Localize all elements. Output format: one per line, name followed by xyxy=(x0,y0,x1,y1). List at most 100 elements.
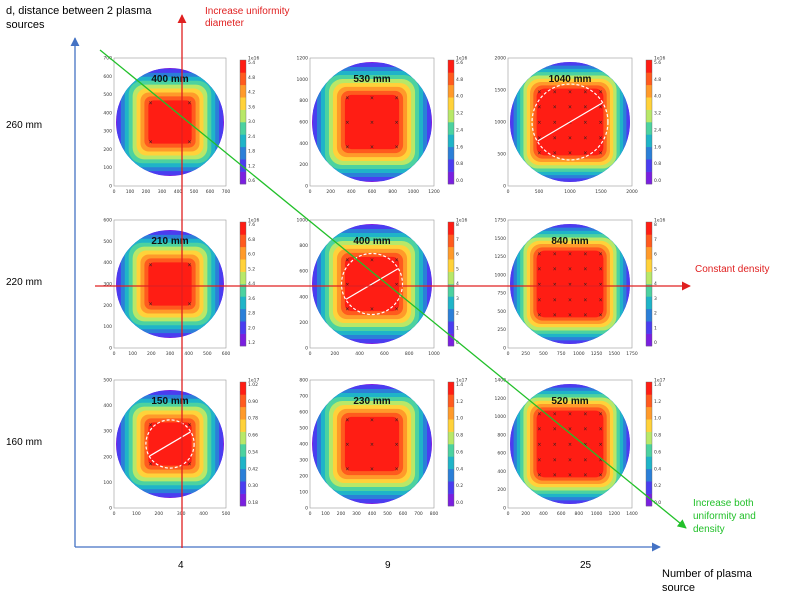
source-marker: × xyxy=(568,457,572,463)
source-marker: × xyxy=(370,120,374,126)
y-tick-label: 1200 xyxy=(495,396,507,402)
source-marker: × xyxy=(187,301,191,307)
x-tick-label: 600 xyxy=(222,351,231,357)
source-marker: × xyxy=(583,120,587,126)
colorbar-tick-label: 4.8 xyxy=(456,77,463,83)
density-label: Constant density xyxy=(695,264,770,275)
source-marker: × xyxy=(537,442,541,448)
colorbar-step xyxy=(448,456,454,470)
y-tick-label: 1500 xyxy=(495,88,507,94)
x-tick-label: 300 xyxy=(352,511,361,517)
colorbar-tick-label: 1.2 xyxy=(456,399,463,405)
colorbar-step xyxy=(646,109,652,123)
colorbar xyxy=(447,59,455,185)
y-tick-label: 1000 xyxy=(495,120,507,126)
colorbar-tick-label: 0.4 xyxy=(654,466,661,472)
colorbar xyxy=(645,221,653,347)
colorbar-tick-label: 8 xyxy=(456,222,459,228)
colorbar-step xyxy=(646,246,652,260)
x-tick-label: 0 xyxy=(113,189,116,195)
colorbar-step xyxy=(448,84,454,98)
source-marker: × xyxy=(370,417,374,423)
y-tick-label: 100 xyxy=(103,480,112,486)
diameter-label: 400 mm xyxy=(353,236,390,247)
colorbar-step xyxy=(448,259,454,272)
colorbar-tick-label: 2.4 xyxy=(248,134,255,140)
source-marker: × xyxy=(568,267,572,273)
source-marker: × xyxy=(583,313,587,319)
colorbar-step xyxy=(240,109,246,123)
colorbar-tick-label: 1 xyxy=(456,325,459,331)
density-map-25-160: × × × × × × × × × × × × × × × × × × × × × × × × × 520 mm 0 200 400 60… xyxy=(495,378,666,518)
source-marker: × xyxy=(537,251,541,257)
colorbar-tick-label: 1.4 xyxy=(654,382,661,388)
y-tick-label: 300 xyxy=(103,129,112,135)
source-marker: × xyxy=(537,105,541,111)
y-tick-label: 1200 xyxy=(297,56,309,62)
y-tick-label: 250 xyxy=(497,327,506,333)
colorbar-step xyxy=(448,146,454,160)
contour-level xyxy=(344,94,400,150)
colorbar-step xyxy=(448,394,454,408)
colorbar-step xyxy=(646,259,652,272)
colorbar-tick-label: 0.6 xyxy=(456,449,463,455)
uniformity-diameter xyxy=(345,268,399,300)
y-tick-label: 0 xyxy=(305,184,308,190)
y-tick-label: 1400 xyxy=(495,378,507,384)
x-axis-title: Number of plasma source xyxy=(662,568,752,594)
diameter-label: 1040 mm xyxy=(549,74,592,85)
colorbar-step xyxy=(448,333,454,347)
colorbar-step xyxy=(448,122,454,135)
y-tick-label: 0 xyxy=(305,346,308,352)
x-tick-label: 500 xyxy=(535,189,544,195)
colorbar-tick-label: 0.4 xyxy=(456,466,463,472)
colorbar-frame xyxy=(239,381,247,507)
y-tick-label: 500 xyxy=(103,92,112,98)
colorbar-tick-label: 3.6 xyxy=(248,296,255,302)
colorbar-step xyxy=(448,308,454,322)
colorbar-exponent: 1e16 xyxy=(248,56,259,62)
x-tick-label: 100 xyxy=(126,189,135,195)
x-tick-label: 200 xyxy=(337,511,346,517)
source-marker: × xyxy=(370,145,374,151)
colorbar-step xyxy=(646,333,652,347)
y-tick-label: 800 xyxy=(299,378,308,384)
colorbar-step xyxy=(448,222,454,235)
x-tick-label: 1200 xyxy=(609,511,621,517)
y-tick-label: 100 xyxy=(103,324,112,330)
colorbar-tick-label: 3.0 xyxy=(248,119,255,125)
contour-level xyxy=(148,262,192,306)
colorbar-tick-label: 1.4 xyxy=(456,382,463,388)
colorbar-frame xyxy=(447,59,455,185)
colorbar-step xyxy=(646,122,652,135)
colorbar-tick-label: 5 xyxy=(654,266,657,272)
uniformity-label: Increase uniformity diameter xyxy=(205,6,290,29)
colorbar-step xyxy=(240,222,246,235)
x-tick-label: 0 xyxy=(113,351,116,357)
colorbar-step xyxy=(240,333,246,347)
colorbar-step xyxy=(448,284,454,297)
colorbar-step xyxy=(646,222,652,235)
contour-level xyxy=(344,416,400,472)
y-tick-label: 600 xyxy=(497,451,506,457)
source-marker: × xyxy=(537,282,541,288)
x-tick-label: 200 xyxy=(326,189,335,195)
colorbar-step xyxy=(448,60,454,73)
colorbar-exponent: 1e16 xyxy=(654,218,665,224)
colorbar-tick-label: 1.2 xyxy=(654,399,661,405)
colorbar-step xyxy=(646,271,652,285)
colorbar xyxy=(239,59,247,185)
source-marker: × xyxy=(537,135,541,141)
x-tick-label: 600 xyxy=(368,189,377,195)
colorbar-step xyxy=(646,431,652,445)
x-tick-label: 300 xyxy=(166,351,175,357)
colorbar-step xyxy=(448,382,454,395)
x-tick-label: 500 xyxy=(222,511,231,517)
colorbar-tick-label: 2.4 xyxy=(456,127,463,133)
source-marker: × xyxy=(394,257,398,263)
colorbar-tick-label: 1.0 xyxy=(456,416,463,422)
source-marker: × xyxy=(537,457,541,463)
colorbar-step xyxy=(646,171,652,185)
source-marker: × xyxy=(583,105,587,111)
source-marker: × xyxy=(537,89,541,95)
